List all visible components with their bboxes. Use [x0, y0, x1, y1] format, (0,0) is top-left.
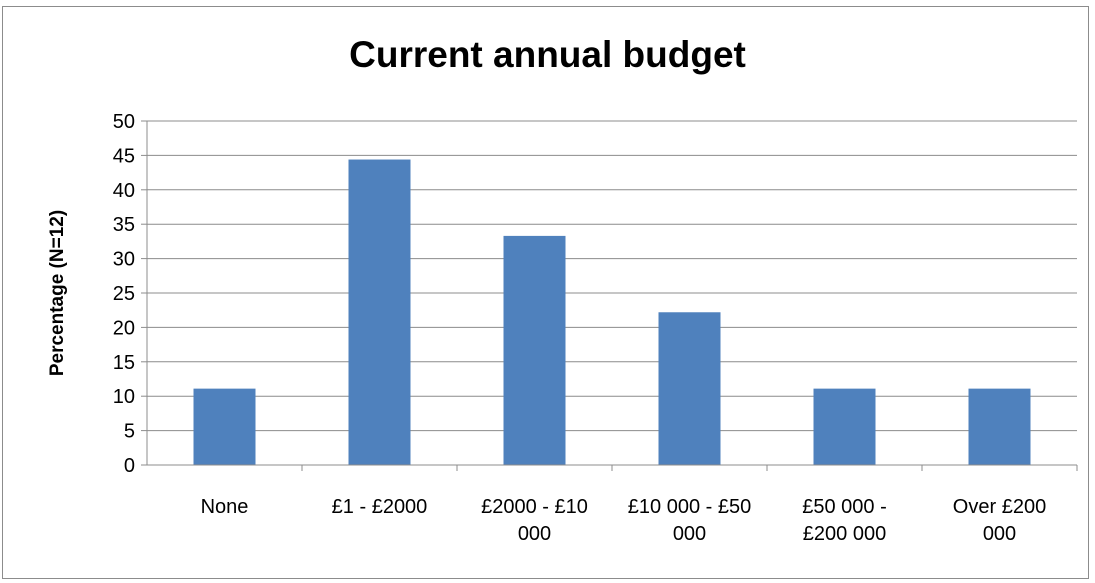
x-tick-label-line: £1 - £2000 — [305, 494, 455, 521]
y-tick-label: 25 — [113, 283, 135, 305]
x-tick-label: Over £200 000 — [925, 494, 1075, 548]
x-tick-label-line: Over £200 — [925, 494, 1075, 521]
x-tick-label-line: £2000 - £10 — [460, 494, 610, 521]
bar — [659, 312, 721, 465]
y-tick-label: 0 — [124, 455, 135, 477]
y-tick-label: 35 — [113, 214, 135, 236]
y-tick-label: 10 — [113, 386, 135, 408]
x-tick-label-line: £200 000 — [770, 521, 920, 548]
x-tick-label: £50 000 - £200 000 — [770, 494, 920, 548]
y-tick-label: 50 — [113, 111, 135, 133]
x-tick-label: £1 - £2000 — [305, 494, 455, 521]
bar — [814, 389, 876, 465]
x-tick-label-line: 000 — [460, 521, 610, 548]
y-tick-label: 30 — [113, 249, 135, 271]
y-tick-label: 5 — [124, 421, 135, 443]
x-tick-label-line: £10 000 - £50 — [615, 494, 765, 521]
x-tick-label-line: None — [150, 494, 300, 521]
x-tick-label: £10 000 - £50 000 — [615, 494, 765, 548]
x-tick-label-line: £50 000 - — [770, 494, 920, 521]
bar — [349, 160, 411, 465]
x-tick-label: None — [150, 494, 300, 521]
y-tick-label: 15 — [113, 352, 135, 374]
y-tick-label: 20 — [113, 317, 135, 339]
x-tick-label-line: 000 — [615, 521, 765, 548]
y-tick-label: 45 — [113, 145, 135, 167]
bar — [194, 389, 256, 465]
x-tick-label: £2000 - £10 000 — [460, 494, 610, 548]
y-tick-label: 40 — [113, 180, 135, 202]
x-tick-label-line: 000 — [925, 521, 1075, 548]
bar — [969, 389, 1031, 465]
bar — [504, 236, 566, 465]
